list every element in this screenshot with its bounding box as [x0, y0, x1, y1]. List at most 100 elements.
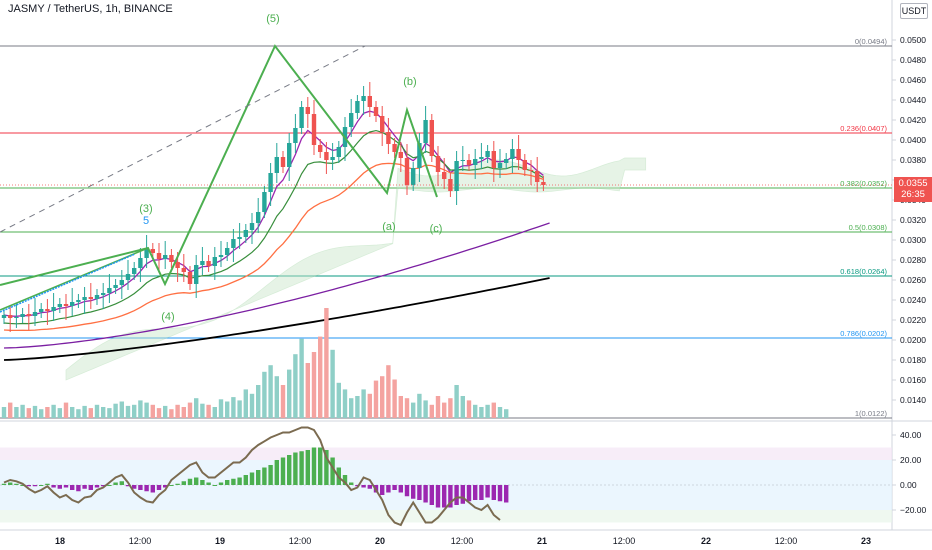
- currency-button[interactable]: USDT: [900, 3, 928, 19]
- wave-label: (a): [382, 221, 395, 233]
- last-price-tag: 0.0355 26:35: [894, 177, 932, 202]
- fib-level-label: 0.786(0.0202): [840, 329, 887, 338]
- osc-histogram-bar: [39, 485, 44, 486]
- osc-histogram-bar: [460, 485, 465, 504]
- interval-label[interactable]: 1h: [105, 3, 118, 15]
- fib-level-label: 1(0.0122): [855, 409, 888, 418]
- last-price-value: 0.0355: [898, 178, 928, 189]
- time-tick-label: 12:00: [289, 536, 312, 546]
- wave-label: (5): [266, 13, 279, 25]
- candle-body: [8, 315, 13, 318]
- candle-body: [156, 253, 162, 259]
- volume-bar: [26, 408, 31, 418]
- candle-body: [491, 151, 496, 168]
- osc-histogram-bar: [8, 482, 13, 485]
- osc-histogram-bar: [218, 482, 224, 485]
- volume-bar: [107, 408, 112, 418]
- osc-histogram-bar: [169, 485, 174, 486]
- volume-bar: [460, 396, 465, 418]
- volume-bar: [256, 385, 261, 418]
- pair-label[interactable]: TetherUS: [53, 3, 100, 15]
- fib-level-label: 0.236(0.0407): [840, 124, 887, 133]
- volume-bar: [479, 407, 484, 418]
- volume-bar: [163, 405, 168, 418]
- wave-label: (c): [430, 223, 443, 235]
- volume-bar: [156, 408, 162, 418]
- osc-histogram-bar: [466, 485, 472, 502]
- candle-body: [522, 160, 527, 170]
- candle-body: [305, 107, 310, 114]
- volume-bar: [88, 408, 93, 418]
- candle-body: [138, 258, 143, 268]
- volume-bar: [51, 404, 56, 418]
- symbol-label[interactable]: JASMY: [8, 3, 45, 15]
- candle-body: [14, 317, 19, 318]
- candle-body: [231, 239, 236, 248]
- osc-histogram-bar: [51, 485, 56, 488]
- candle-body: [113, 285, 118, 288]
- osc-histogram-bar: [497, 485, 503, 502]
- candle-body: [169, 255, 174, 262]
- osc-histogram-bar: [411, 485, 416, 499]
- volume-bar: [324, 308, 329, 418]
- osc-histogram-bar: [342, 475, 348, 485]
- candle-body: [398, 152, 403, 158]
- osc-histogram-bar: [367, 485, 372, 489]
- blue-trendline: [0, 253, 136, 313]
- volume-bar: [169, 409, 174, 418]
- price-tick-label: 0.0460: [900, 75, 926, 85]
- price-tick-label: 0.0480: [900, 55, 926, 65]
- osc-histogram-bar: [132, 485, 137, 489]
- price-tick-label: 0.0260: [900, 275, 926, 285]
- osc-histogram-bar: [479, 485, 484, 500]
- osc-histogram-bar: [485, 485, 490, 498]
- osc-overbought-band: [0, 447, 892, 460]
- osc-histogram-bar: [101, 485, 106, 487]
- trend-projection-line: [0, 45, 366, 233]
- volume-bar: [305, 363, 310, 418]
- volume-bar: [466, 400, 472, 418]
- osc-histogram-bar: [280, 457, 286, 485]
- osc-histogram-bar: [20, 485, 25, 486]
- candle-body: [510, 149, 515, 159]
- price-tick-label: 0.0380: [900, 155, 926, 165]
- bar-countdown: 26:35: [901, 189, 925, 200]
- candle-body: [1, 315, 7, 318]
- volume-bar: [423, 400, 428, 418]
- price-tick-label: 0.0160: [900, 375, 926, 385]
- time-tick-label: 21: [537, 536, 547, 546]
- osc-histogram-bar: [454, 485, 459, 505]
- volume-bar: [435, 396, 441, 418]
- volume-bar: [206, 404, 211, 418]
- candle-body: [256, 212, 261, 223]
- candle-body: [330, 157, 335, 160]
- osc-histogram-bar: [404, 485, 410, 497]
- wave-label: 5: [143, 215, 149, 227]
- volume-bar: [318, 336, 323, 418]
- osc-histogram-bar: [324, 450, 329, 485]
- time-tick-label: 22: [701, 536, 711, 546]
- osc-histogram-bar: [256, 470, 261, 485]
- candle-body: [355, 101, 360, 113]
- osc-histogram-bar: [318, 447, 323, 485]
- volume-bar: [119, 401, 124, 418]
- volume-bar: [386, 365, 391, 418]
- candle-body: [51, 307, 56, 311]
- osc-histogram-bar: [88, 485, 93, 490]
- ema-mid-line: [3, 129, 544, 325]
- candle-body: [268, 173, 273, 192]
- volume-bar: [274, 376, 279, 418]
- volume-bar: [231, 397, 236, 418]
- time-tick-label: 12:00: [613, 536, 636, 546]
- osc-histogram-bar: [429, 485, 434, 505]
- osc-histogram-bar: [243, 475, 248, 485]
- osc-histogram-bar: [206, 482, 211, 485]
- osc-histogram-bar: [392, 485, 397, 490]
- osc-histogram-bar: [107, 485, 112, 486]
- osc-histogram-bar: [442, 485, 447, 508]
- candle-body: [417, 143, 422, 168]
- candle-body: [144, 249, 149, 258]
- candle-body: [76, 300, 81, 302]
- volume-bar: [268, 365, 273, 418]
- ichimoku-cloud: [65, 157, 647, 381]
